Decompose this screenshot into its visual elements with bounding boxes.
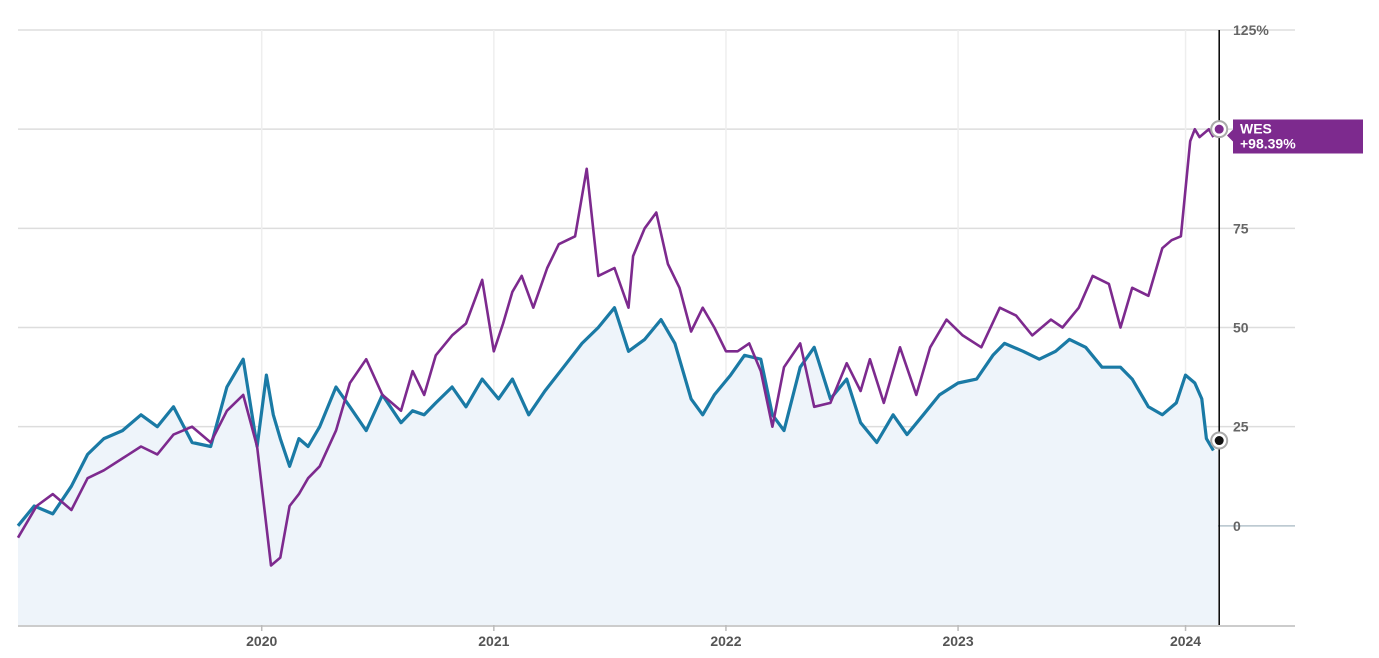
wes-series-line[interactable] <box>16 127 1215 567</box>
end-marker-dot <box>1214 436 1224 446</box>
wes-tag-name: WES <box>1240 121 1272 137</box>
comparison-series-area <box>18 307 1218 625</box>
x-tick-label: 2021 <box>478 633 509 649</box>
y-tick-label: 50 <box>1233 320 1249 336</box>
x-tick-label: 2023 <box>942 633 973 649</box>
y-axis-ticks: 125%1007550250 <box>1233 22 1269 534</box>
wes-value-tag[interactable]: WES +98.39% <box>1227 119 1363 154</box>
end-marker-dot <box>1214 124 1224 134</box>
y-tick-label: 75 <box>1233 220 1249 236</box>
wes-tag-change: +98.39% <box>1240 136 1296 152</box>
y-tick-label: 125% <box>1233 22 1269 38</box>
comparison-series-line[interactable] <box>16 306 1215 527</box>
y-tick-label: 25 <box>1233 419 1249 435</box>
x-tick-label: 2020 <box>246 633 277 649</box>
wes-value-tag-background <box>1227 119 1363 154</box>
x-tick-label: 2022 <box>710 633 741 649</box>
end-markers <box>1210 120 1229 450</box>
y-tick-label: 0 <box>1233 518 1241 534</box>
x-tick-label: 2024 <box>1170 633 1201 649</box>
x-axis-ticks: 2020 2021 2022 2023 2024 <box>246 633 1201 649</box>
